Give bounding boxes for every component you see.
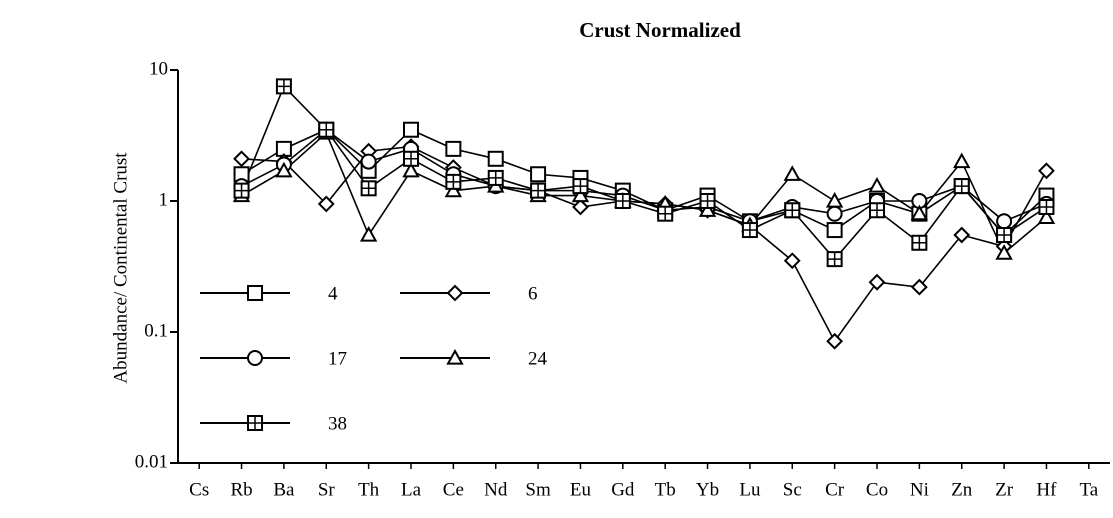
data-point [318, 121, 335, 138]
data-point [996, 227, 1013, 244]
legend-marker [247, 350, 263, 366]
x-tick-label: Nd [484, 479, 508, 500]
legend-label: 17 [328, 348, 347, 369]
x-tick-label: Zn [951, 479, 973, 500]
data-point [359, 225, 378, 242]
data-point [698, 201, 717, 217]
data-point [1038, 198, 1055, 215]
data-point [403, 121, 419, 138]
data-point [487, 169, 504, 186]
y-tick-label: 10 [149, 58, 168, 79]
data-point [487, 150, 504, 167]
x-tick-label: Sm [525, 479, 551, 500]
x-tick-label: Yb [696, 479, 719, 500]
legend-marker [247, 415, 263, 431]
data-point [275, 161, 293, 178]
legend-label: 6 [528, 283, 538, 304]
data-point [826, 205, 843, 222]
legend-label: 38 [328, 413, 347, 434]
data-point [783, 165, 801, 181]
data-point [402, 161, 420, 178]
x-tick-label: Hf [1036, 479, 1057, 500]
data-point [360, 180, 377, 197]
data-point [826, 222, 843, 239]
data-point [233, 150, 250, 168]
data-point [953, 178, 970, 195]
y-tick-label: 0.1 [144, 320, 168, 341]
legend-marker [446, 348, 464, 365]
x-tick-label: Eu [570, 479, 592, 500]
x-tick-label: Gd [611, 479, 635, 500]
data-point [360, 153, 377, 170]
y-tick-label: 1 [159, 189, 169, 210]
data-point [571, 186, 590, 203]
y-axis-label: Abundance/ Continental Crust [110, 152, 131, 384]
x-tick-label: Ni [910, 479, 929, 500]
x-tick-label: Zr [995, 479, 1014, 500]
data-point [826, 251, 843, 268]
data-point [699, 193, 716, 209]
data-point [741, 222, 758, 239]
data-point [995, 244, 1013, 260]
data-point [445, 140, 462, 157]
x-tick-label: Sr [318, 479, 336, 500]
data-point [911, 234, 928, 251]
data-point [783, 252, 801, 270]
x-tick-label: Co [866, 479, 888, 500]
data-point [910, 204, 929, 221]
x-tick-label: Ta [1079, 479, 1098, 500]
data-point [996, 213, 1013, 230]
legend-label: 4 [328, 283, 338, 304]
legend-marker [446, 284, 464, 302]
x-tick-label: Tb [655, 479, 676, 500]
x-tick-label: Cr [825, 479, 845, 500]
chart-title: Crust Normalized [579, 18, 741, 42]
x-tick-label: Sc [783, 479, 802, 500]
data-point [275, 78, 292, 95]
data-point [868, 177, 886, 193]
data-point [657, 205, 674, 222]
x-tick-label: Ce [443, 479, 464, 500]
legend-marker [247, 285, 263, 301]
data-point [825, 191, 844, 208]
x-tick-label: Th [358, 479, 380, 500]
x-tick-label: Ba [273, 479, 295, 500]
x-tick-label: La [401, 479, 422, 500]
x-tick-label: Lu [739, 479, 761, 500]
legend-label: 24 [528, 348, 548, 369]
x-tick-label: Rb [230, 479, 252, 500]
data-point [910, 278, 928, 296]
data-point [869, 202, 885, 219]
data-point [572, 178, 589, 195]
data-point [403, 150, 419, 167]
y-tick-label: 0.01 [135, 451, 168, 472]
data-point [1038, 162, 1055, 180]
data-point [572, 198, 589, 216]
x-tick-label: Cs [189, 479, 209, 500]
data-point [953, 226, 971, 244]
data-point [1037, 208, 1056, 224]
data-point [530, 182, 547, 199]
data-point [233, 182, 250, 199]
data-point [445, 173, 462, 190]
data-point [826, 332, 844, 350]
data-point [868, 273, 886, 291]
data-point [953, 152, 971, 169]
data-point [614, 193, 631, 209]
data-point [317, 195, 335, 213]
data-point [784, 202, 801, 219]
data-point [444, 181, 463, 198]
data-point [530, 166, 547, 183]
